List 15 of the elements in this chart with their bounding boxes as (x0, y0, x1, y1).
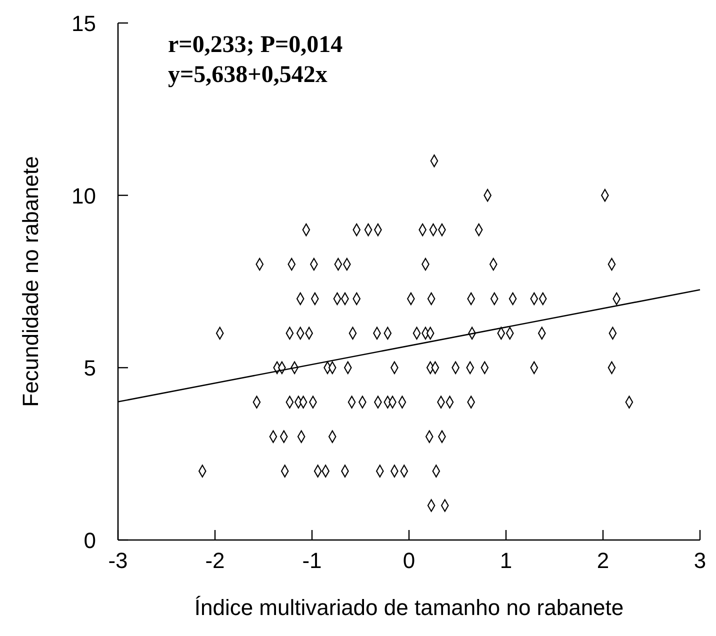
x-tick-label: -3 (108, 548, 128, 573)
annotation: r=0,233; P=0,014 (168, 32, 343, 58)
y-tick-label: 10 (72, 183, 96, 208)
annotation: y=5,638+0,542x (168, 62, 328, 88)
x-tick-label: 1 (500, 548, 512, 573)
x-tick-label: 3 (694, 548, 706, 573)
y-tick-label: 15 (72, 11, 96, 36)
x-tick-label: 0 (402, 548, 416, 573)
x-tick-label: 2 (596, 548, 610, 573)
x-tick-label: -1 (302, 548, 322, 573)
x-tick-label: -2 (205, 548, 225, 573)
y-axis-title: Fecundidade no rabanete (18, 156, 43, 407)
y-tick-label: 0 (84, 528, 96, 553)
y-tick-label: 5 (84, 356, 96, 381)
x-axis-title: Índice multivariado de tamanho no rabanete (194, 595, 624, 620)
